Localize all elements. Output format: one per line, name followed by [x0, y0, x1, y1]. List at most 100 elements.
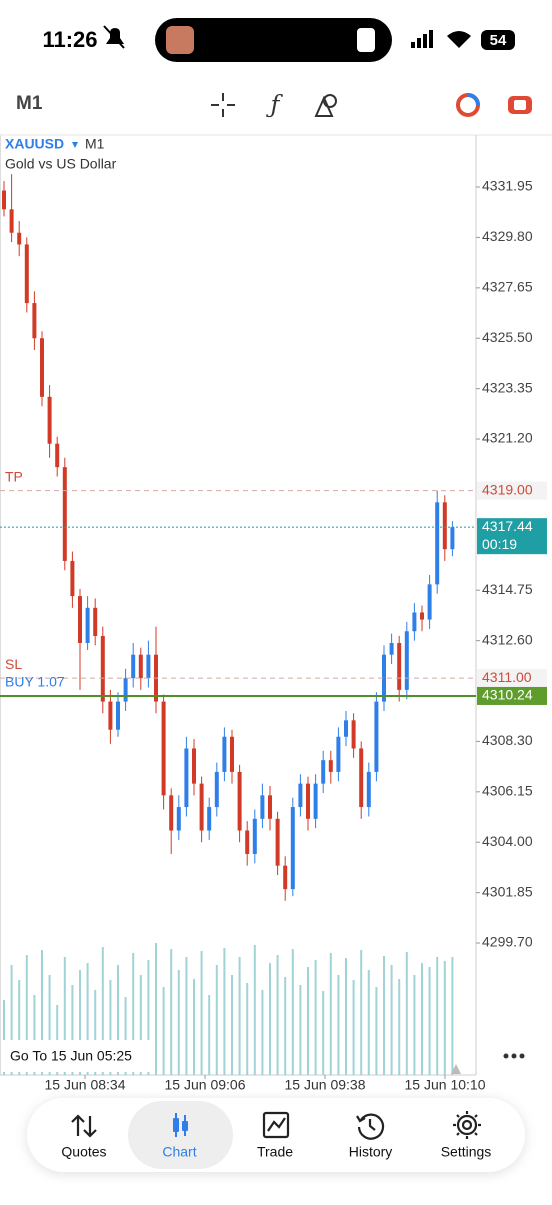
candle-body	[24, 244, 29, 304]
y-tick-label: 4304.00	[482, 833, 533, 849]
volume-bar	[238, 957, 241, 1075]
candle-body	[412, 612, 417, 632]
account-button[interactable]	[456, 93, 480, 117]
wifi-icon	[447, 31, 471, 48]
candle-body	[427, 584, 432, 620]
tab-label[interactable]: Quotes	[61, 1144, 106, 1160]
tab-label[interactable]: Trade	[257, 1144, 293, 1160]
candle-body	[184, 748, 189, 808]
x-tick-label: 15 Jun 10:10	[405, 1077, 486, 1093]
candle-body	[207, 807, 212, 831]
y-tick-label: 4321.20	[482, 430, 533, 446]
clock: 11:26	[42, 27, 97, 52]
volume-bar	[352, 980, 355, 1075]
volume-bar	[405, 952, 408, 1075]
volume-bar	[170, 949, 173, 1075]
candle-body	[146, 654, 151, 679]
candle-body	[108, 701, 113, 730]
candle-body	[93, 607, 98, 636]
candle-body	[450, 527, 455, 550]
y-tick-label: 4327.65	[482, 279, 533, 295]
candle-body	[306, 783, 310, 819]
active-tab-highlight	[128, 1101, 233, 1169]
volume-bar	[109, 980, 112, 1075]
volume-bar	[193, 979, 195, 1075]
goto-label[interactable]: Go To 15 Jun 05:25	[10, 1048, 132, 1064]
volume-bar	[200, 951, 203, 1075]
volume-bar	[41, 950, 43, 1075]
volume-bar	[63, 957, 66, 1075]
candle-body	[442, 502, 447, 550]
volume-bar	[162, 987, 165, 1075]
history-icon	[356, 1113, 385, 1140]
volume-bar	[132, 953, 135, 1075]
goto-box[interactable]	[2, 1040, 152, 1072]
candle-body	[313, 783, 318, 819]
candle-body	[40, 338, 44, 397]
volume-bar	[117, 965, 119, 1075]
candle-body	[230, 736, 234, 772]
level-timer: 00:19	[482, 536, 517, 552]
candle-body	[260, 795, 265, 819]
volume-bar	[94, 990, 97, 1075]
candle-body	[199, 783, 204, 831]
y-tick-label: 4306.15	[482, 783, 533, 799]
volume-bar	[314, 960, 317, 1075]
candle-body	[435, 502, 440, 585]
scroll-marker	[451, 1064, 461, 1074]
app-avatar	[166, 26, 194, 54]
volume-bar	[337, 975, 340, 1075]
candle-body	[116, 701, 120, 730]
volume-bar	[25, 955, 28, 1075]
volume-bar	[71, 985, 74, 1075]
chart-icon	[173, 1113, 188, 1137]
candle-body	[214, 771, 219, 808]
x-tick-label: 15 Jun 09:06	[165, 1077, 246, 1093]
volume-bar	[124, 997, 127, 1075]
volume-bar	[155, 943, 157, 1075]
volume-bar	[101, 947, 104, 1075]
tab-label[interactable]: Settings	[441, 1144, 492, 1160]
candle-body	[161, 701, 166, 796]
volume-bar	[48, 975, 51, 1075]
volume-bar	[208, 995, 211, 1075]
volume-bar	[375, 987, 378, 1075]
battery-icon	[481, 30, 515, 50]
more-button[interactable]	[503, 1053, 525, 1059]
indicators-button[interactable]: ƒ	[266, 91, 284, 119]
volume-bar	[428, 967, 431, 1075]
crosshair-button[interactable]	[211, 93, 235, 117]
candle-body	[374, 701, 379, 772]
x-tick-label: 15 Jun 09:38	[285, 1077, 366, 1093]
candle-body	[192, 748, 196, 784]
volume-bar	[10, 965, 13, 1075]
candle-body	[298, 783, 303, 808]
level-name: BUY 1.07	[5, 674, 65, 690]
volume-bar	[367, 970, 370, 1075]
volume-bar	[413, 975, 416, 1075]
tab-label[interactable]: History	[349, 1144, 393, 1160]
objects-button[interactable]	[314, 94, 337, 117]
volume-bar	[451, 957, 454, 1075]
symbol-dropdown[interactable]	[72, 142, 78, 148]
volume-bar	[436, 957, 439, 1075]
candle-body	[351, 720, 356, 749]
y-tick-label: 4329.80	[482, 228, 533, 244]
tab-label[interactable]: Chart	[162, 1144, 196, 1160]
symbol[interactable]: XAUUSD	[5, 136, 64, 152]
level-name: SL	[5, 656, 22, 672]
volume-bar	[215, 965, 218, 1075]
volume-bar	[86, 963, 89, 1075]
volume-bar	[3, 1000, 5, 1075]
candle-body	[252, 818, 257, 854]
timeframe-button[interactable]: M1	[16, 93, 43, 114]
trade-button[interactable]	[508, 96, 532, 114]
volume-bar	[291, 949, 294, 1075]
candle-body	[176, 807, 181, 831]
volume-bar	[421, 963, 423, 1075]
candle-body	[138, 654, 143, 679]
level-value: 4311.00	[482, 669, 532, 685]
volume-bar	[299, 985, 302, 1075]
level-box	[477, 518, 547, 555]
